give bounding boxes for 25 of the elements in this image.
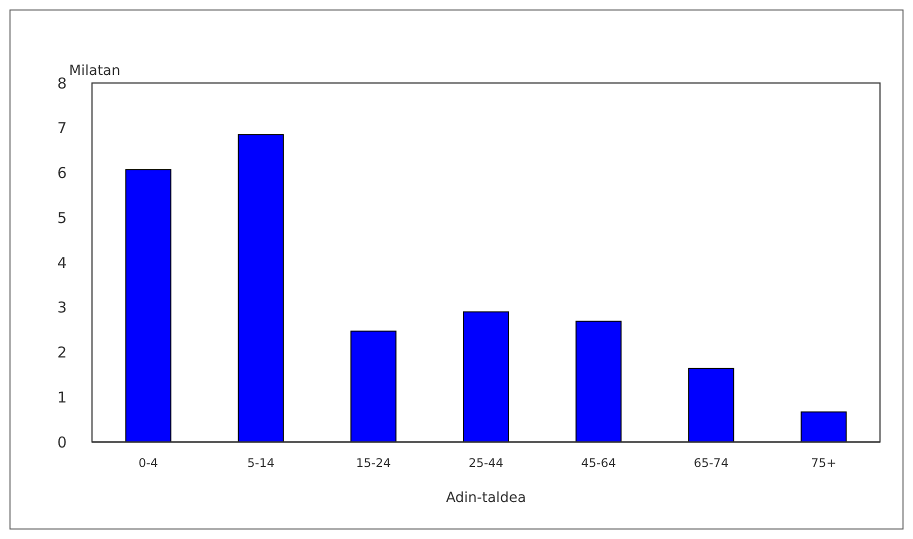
bar [688, 368, 734, 442]
y-tick-label: 7 [57, 119, 67, 138]
x-axis-title: Adin-taldea [446, 490, 526, 506]
y-tick-label: 3 [57, 298, 67, 317]
bar [800, 411, 847, 442]
x-tick-label: 65-74 [694, 456, 729, 470]
bar [462, 311, 510, 442]
y-tick-label: 5 [57, 208, 67, 227]
y-tick-label: 0 [57, 433, 67, 452]
bar [125, 169, 172, 442]
x-tick-label: 25-44 [468, 456, 504, 470]
y-axis-title: Milatan [69, 63, 120, 79]
bar [350, 330, 396, 442]
y-tick-label: 1 [57, 388, 67, 406]
y-tick-label: 6 [57, 164, 67, 182]
bar [238, 134, 284, 442]
bar [576, 320, 622, 442]
x-tick-label: 15-24 [356, 456, 391, 470]
x-tick-label: 75+ [811, 456, 836, 470]
y-tick-label: 8 [57, 74, 67, 92]
x-tick-label: 5-14 [247, 456, 274, 470]
y-tick-label: 2 [57, 344, 67, 362]
x-tick-label: 45-64 [581, 456, 616, 470]
x-tick-label: 0-4 [138, 456, 158, 470]
y-tick-label: 4 [57, 254, 67, 272]
